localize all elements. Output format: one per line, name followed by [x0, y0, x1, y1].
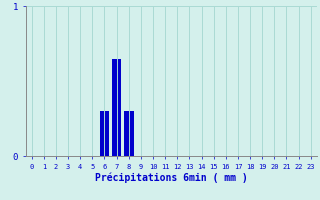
- Bar: [112, 58, 122, 156]
- Bar: [100, 111, 109, 156]
- Bar: [124, 111, 133, 156]
- X-axis label: Précipitations 6min ( mm ): Précipitations 6min ( mm ): [95, 172, 248, 183]
